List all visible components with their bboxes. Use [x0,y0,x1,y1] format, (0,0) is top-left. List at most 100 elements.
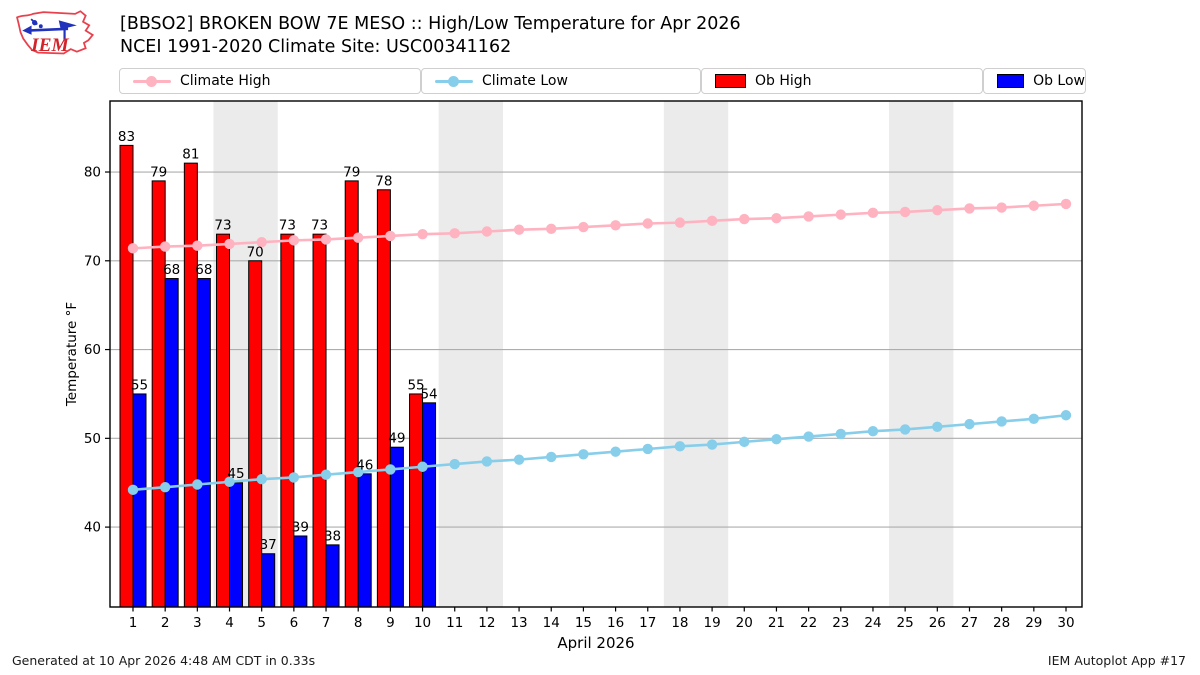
climate-high-marker [1060,198,1072,210]
legend-label-ob-low: Ob Low [1033,73,1085,89]
climate-low-marker [481,456,493,467]
ob-high-bar [409,393,424,608]
climate-high-marker [513,224,525,235]
weekend-band [889,101,954,607]
x-tick-label: 16 [607,615,624,631]
climate-low-marker [642,443,653,455]
climate-high-marker [610,220,621,231]
iem-logo: IEM [16,10,95,56]
page-subtitle: NCEI 1991-2020 Climate Site: USC00341162 [120,37,512,57]
climate-low-marker [1028,413,1040,425]
x-tick-label: 7 [322,615,331,631]
bar-value-label: 79 [150,164,167,180]
x-tick-label: 22 [800,615,817,631]
y-tick-label: 40 [84,520,101,536]
x-tick-label: 12 [478,615,495,631]
legend: Climate High Climate Low Ob High Ob Low [119,68,1086,96]
y-tick-label: 80 [84,165,101,181]
x-tick-label: 14 [543,615,560,631]
ob-low-bar [357,473,372,608]
climate-low-marker [513,454,525,465]
ob-low-swatch-icon [997,74,1025,88]
bar-value-label: 39 [292,519,309,535]
x-tick-label: 2 [161,615,170,631]
ob-high-bar [376,189,391,608]
ob-low-bar [132,393,147,608]
page-title: [BBSO2] BROKEN BOW 7E MESO :: High/Low T… [120,14,741,34]
climate-low-marker [224,476,235,488]
bar-value-label: 68 [195,262,212,278]
x-tick-label: 1 [129,615,138,631]
bar-value-label: 70 [247,244,264,260]
climate-high-marker [932,204,943,216]
ob-high-bar [312,233,327,608]
x-tick-label: 13 [510,615,527,631]
ob-low-bar [293,535,308,608]
climate-high-marker [288,235,300,246]
climate-low-marker [739,436,750,448]
x-tick-label: 3 [193,615,202,631]
climate-high-marker [803,211,814,222]
climate-high-marker [127,243,139,254]
x-tick-label: 27 [961,615,978,631]
bar-value-label: 73 [214,218,231,234]
climate-low-line-icon [435,75,473,87]
climate-low-marker [706,439,718,450]
climate-high-marker [835,209,846,220]
legend-label-climate-low: Climate Low [482,73,568,89]
climate-high-marker [674,217,686,228]
climate-high-marker [320,234,332,245]
climate-high-marker [481,226,493,237]
ob-high-bar [216,233,231,608]
x-tick-label: 24 [864,615,881,631]
climate-low-marker [674,441,686,452]
ob-low-bar [261,553,276,608]
climate-low-marker [159,481,171,493]
climate-high-marker [417,228,428,240]
x-tick-label: 10 [414,615,431,631]
legend-label-climate-high: Climate High [180,73,271,89]
climate-low-marker [127,484,139,496]
bar-value-label: 79 [343,164,360,180]
bar-value-label: 54 [420,386,437,402]
climate-high-marker [1028,200,1040,211]
x-axis-title: April 2026 [557,634,634,652]
climate-high-marker [706,215,718,227]
weekend-band [438,101,503,607]
climate-low-marker [835,428,846,440]
climate-low-marker [320,469,332,480]
ob-low-bar [325,544,340,608]
x-tick-label: 18 [671,615,688,631]
bar-value-label: 55 [131,377,148,393]
climate-low-marker [964,418,975,430]
bar-value-label: 49 [388,431,405,447]
weathervane-icon [22,18,77,41]
climate-high-marker [192,240,203,251]
footer-generated-text: Generated at 10 Apr 2026 4:48 AM CDT in … [12,653,316,668]
footer-app-text: IEM Autoplot App #17 [1047,653,1186,668]
climate-low-marker [288,472,300,483]
y-tick-label: 50 [84,431,101,447]
ob-low-bar [164,278,179,608]
x-tick-label: 26 [929,615,946,631]
bar-value-label: 46 [356,457,373,473]
title-block: [BBSO2] BROKEN BOW 7E MESO :: High/Low T… [120,13,741,59]
x-tick-label: 5 [257,615,266,631]
bar-value-label: 81 [182,147,199,163]
climate-high-marker [385,230,396,242]
climate-high-marker [739,213,750,225]
ob-high-bar [344,180,359,608]
bar-value-label: 83 [118,129,135,145]
y-axis-title: Temperature °F [64,302,80,407]
x-tick-label: 6 [290,615,299,631]
ob-low-bar [229,482,244,608]
logo-iem-text: IEM [30,35,69,56]
x-tick-label: 21 [768,615,785,631]
climate-high-line [132,202,1067,250]
climate-high-marker [867,207,879,219]
x-tick-label: 17 [639,615,656,631]
climate-high-marker [964,203,975,214]
x-tick-label: 28 [993,615,1010,631]
bar-value-label: 55 [407,377,424,393]
